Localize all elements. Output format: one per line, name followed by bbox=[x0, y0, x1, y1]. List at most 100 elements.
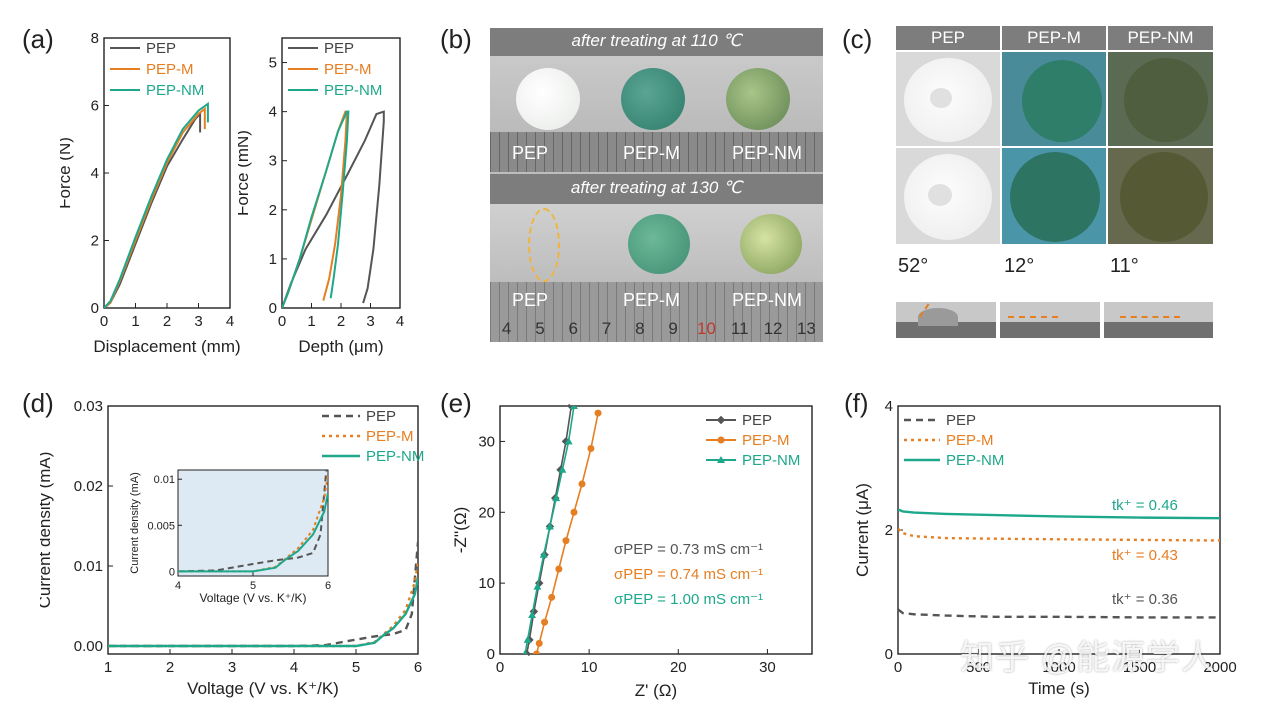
conductivity-annotation: σPEP = 0.74 mS cm⁻¹ bbox=[614, 566, 763, 583]
x-tick-label: 1 bbox=[307, 313, 315, 330]
x-axis-label: Z' (Ω) bbox=[635, 681, 677, 700]
data-point bbox=[541, 618, 549, 626]
y-tick-label: 0.01 bbox=[74, 558, 103, 575]
legend-marker bbox=[717, 456, 725, 463]
ruler-number: 12 bbox=[763, 319, 783, 338]
angle-pepm: 12° bbox=[1004, 255, 1035, 277]
y-tick-label: 20 bbox=[478, 504, 495, 521]
data-point bbox=[522, 650, 528, 654]
ruler-number: 9 bbox=[668, 319, 678, 338]
data-point bbox=[555, 565, 563, 573]
x-tick-label: 30 bbox=[759, 659, 776, 676]
series-line-pep-m bbox=[104, 106, 206, 308]
x-tick-label: 1 bbox=[131, 313, 139, 330]
y-axis-label: Current (μA) bbox=[853, 483, 872, 577]
x-tick-label: 6 bbox=[414, 659, 422, 676]
legend-label-pep: PEP bbox=[146, 40, 176, 57]
ruler-number: 6 bbox=[568, 319, 578, 338]
series-line-pep-m bbox=[898, 527, 1220, 542]
chart-nyquist: 0 10 20 30 0 10 20 30 Z' (Ω) -Z''(Ω) PEP PEP-M PEP-N… bbox=[451, 401, 813, 700]
series-line-pep bbox=[282, 110, 385, 308]
y-axis-label: Force (N) bbox=[60, 137, 74, 209]
legend-label-pep: PEP bbox=[324, 40, 354, 57]
x-tick-label: 0 bbox=[496, 659, 504, 676]
y-tick-label: 4 bbox=[269, 104, 277, 121]
data-point bbox=[539, 550, 548, 558]
x-tick-label: 0 bbox=[894, 659, 902, 676]
inset-x-tick-label: 4 bbox=[175, 580, 181, 592]
legend-label-pep-nm: PEP-NM bbox=[366, 448, 424, 465]
sample-label-top-pepnm: PEP-NM bbox=[732, 143, 803, 163]
data-point bbox=[562, 537, 570, 545]
plot-frame bbox=[107, 405, 419, 655]
data-point bbox=[578, 480, 586, 488]
data-point bbox=[533, 582, 542, 590]
c-photo-pepm-1 bbox=[1002, 52, 1106, 146]
x-tick-label: 500 bbox=[966, 659, 991, 676]
y-tick-label: 10 bbox=[478, 575, 495, 592]
x-tick-label: 1500 bbox=[1123, 659, 1156, 676]
x-tick-label: 5 bbox=[352, 659, 360, 676]
transference-annotation: tk⁺ = 0.46 bbox=[1112, 497, 1178, 514]
y-tick-label: 1 bbox=[269, 251, 277, 268]
transference-annotation: tk⁺ = 0.43 bbox=[1112, 547, 1178, 564]
x-tick-label: 1000 bbox=[1042, 659, 1075, 676]
legend-label-pep-m: PEP-M bbox=[324, 61, 372, 78]
y-tick-label: 8 bbox=[91, 30, 99, 47]
banner-110-text: after treating at 110 ℃ bbox=[571, 31, 742, 50]
y-axis-label: -Z''(Ω) bbox=[451, 507, 470, 554]
y-tick-label: 4 bbox=[885, 398, 893, 415]
data-point bbox=[545, 522, 554, 530]
panel-label-d: (d) bbox=[22, 388, 54, 418]
c-photo-pepnm-1 bbox=[1108, 52, 1213, 146]
transference-annotation: tk⁺ = 0.36 bbox=[1112, 591, 1178, 608]
c-photo-pepnm-2 bbox=[1108, 148, 1213, 244]
series-line-pep bbox=[104, 111, 202, 308]
panel-label-b: (b) bbox=[440, 24, 472, 54]
x-tick-label: 3 bbox=[366, 313, 374, 330]
legend-label-pep-nm: PEP-NM bbox=[946, 452, 1004, 469]
legend-label-pep-m: PEP-M bbox=[946, 432, 994, 449]
inset-series-pep-nm bbox=[178, 492, 328, 573]
inset-y-tick-label: 0.01 bbox=[154, 474, 175, 486]
y-axis-label: Current density (mA) bbox=[40, 452, 54, 609]
x-tick-label: 0 bbox=[278, 313, 286, 330]
y-axis-label: Force (mN) bbox=[238, 130, 252, 216]
disc-pepm-110 bbox=[621, 68, 685, 130]
x-tick-label: 3 bbox=[228, 659, 236, 676]
c-header-pep: PEP bbox=[896, 26, 1000, 50]
plot-frame bbox=[103, 37, 231, 309]
panel-label-a: (a) bbox=[22, 24, 54, 54]
x-tick-label: 2000 bbox=[1203, 659, 1236, 676]
x-tick-label: 20 bbox=[670, 659, 687, 676]
data-point bbox=[587, 445, 595, 453]
y-tick-label: 2 bbox=[885, 522, 893, 539]
disc-pepm-130 bbox=[628, 214, 690, 274]
ruler-number: 4 bbox=[501, 319, 512, 338]
ruler-number: 13 bbox=[796, 319, 816, 338]
legend-label-pep-nm: PEP-NM bbox=[742, 452, 800, 469]
ruler-number: 7 bbox=[601, 319, 612, 338]
ruler-bottom bbox=[490, 282, 823, 342]
inset-x-tick-label: 6 bbox=[325, 580, 331, 592]
banner-130-text: after treating at 130 ℃ bbox=[570, 178, 743, 197]
watermark: 知乎 @能源学人 bbox=[960, 639, 1216, 677]
series-line-pep bbox=[898, 608, 1220, 619]
x-tick-label: 1 bbox=[104, 659, 112, 676]
photo-panel-b: after treating at 110 ℃ PEP PEP-M PEP-NM… bbox=[490, 28, 823, 342]
data-point bbox=[548, 593, 556, 601]
legend-marker bbox=[717, 436, 725, 444]
data-point bbox=[594, 409, 602, 417]
chart-current-time: 0 500 1000 1500 2000 0 2 4 Time (s) Current (μA) P… bbox=[853, 398, 1237, 698]
disc-pepnm-110 bbox=[726, 68, 790, 130]
sample-label-bottom-pep: PEP bbox=[512, 290, 549, 310]
inset-y-label: Current density (mA) bbox=[129, 472, 141, 573]
c-photo-pep-1 bbox=[896, 52, 1000, 146]
x-axis-label: Displacement (mm) bbox=[93, 337, 240, 356]
angle-pep: 52° bbox=[898, 255, 929, 277]
chart-force-depth: 0 1 2 3 4 0 1 2 3 4 5 Depth (μm) Force (mN) PEP PEP-M P… bbox=[238, 37, 404, 356]
series-line-pep-nm bbox=[282, 110, 350, 308]
legend-label-pep: PEP bbox=[946, 412, 976, 429]
x-tick-label: 4 bbox=[396, 313, 404, 330]
sample-label-bottom-pepm: PEP-M bbox=[623, 290, 681, 310]
